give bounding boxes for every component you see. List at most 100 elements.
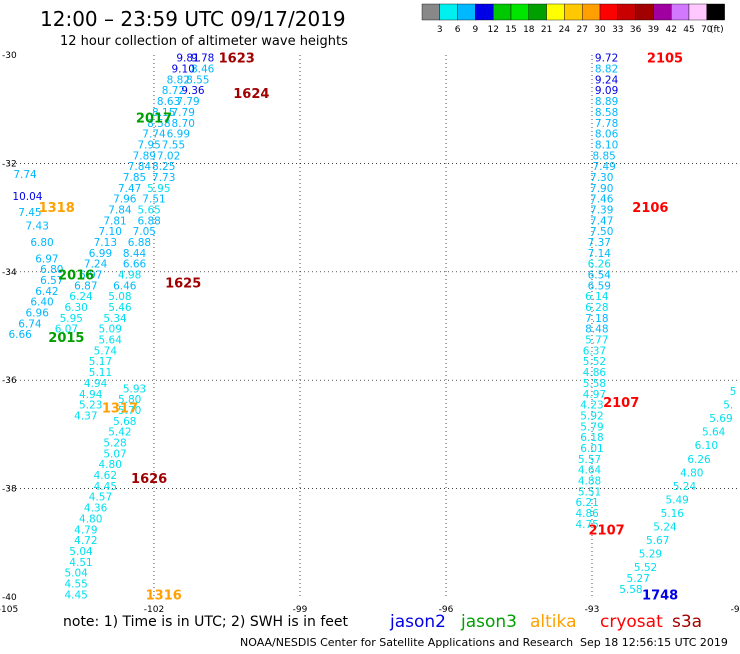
data-value: 6.66	[123, 259, 147, 271]
data-value: 5.79	[580, 421, 603, 433]
data-value: 5.24	[673, 481, 697, 493]
y-tick-label: -30	[2, 51, 17, 61]
data-value: 5.77	[585, 335, 608, 347]
data-value: 7.45	[18, 207, 41, 219]
data-value: 5.49	[665, 494, 688, 506]
data-value: 4.62	[94, 470, 117, 482]
chart-title: 12:00 – 23:59 UTC 09/17/2019	[40, 7, 346, 31]
data-value: 6.97	[79, 270, 102, 282]
data-value: 8.58	[595, 107, 618, 119]
data-value: 4.79	[74, 524, 97, 536]
legend-item: jason3	[460, 612, 517, 632]
data-value: 4.98	[118, 270, 141, 282]
time-label: 2107	[603, 396, 639, 411]
data-value: 7.47	[590, 215, 613, 227]
plot-area: -105 -102 -99 -96 -93 -90 -30 -32 -34 -36 -38 -40	[0, 51, 740, 615]
data-value: 7.74	[142, 129, 166, 141]
colorbar-label: 45	[683, 25, 694, 35]
data-value: 5.04	[69, 546, 93, 558]
data-value: 9.36	[181, 85, 205, 97]
data-value: 6.87	[74, 280, 97, 292]
data-value: 5.68	[113, 416, 136, 428]
data-value: 4.80	[99, 459, 122, 471]
colorbar-label: 30	[594, 25, 606, 35]
time-label: 2016	[58, 269, 94, 284]
data-value: 5.34	[103, 313, 127, 325]
data-value: 4.72	[74, 535, 97, 547]
data-value: 5.74	[94, 345, 118, 357]
data-value: 6.88	[137, 215, 160, 227]
data-value: 6.30	[64, 302, 87, 314]
data-value: 5.58	[619, 584, 642, 596]
data-value: 6.42	[35, 286, 58, 298]
data-value: 6.21	[575, 497, 598, 509]
legend-item: jason2	[389, 612, 446, 632]
data-value: 4.88	[578, 475, 601, 487]
y-tick-label: -38	[2, 485, 17, 495]
data-value: 8.70	[172, 118, 195, 130]
data-value: 7.50	[590, 226, 613, 238]
time-label: 1317	[102, 401, 138, 416]
data-value: 5.42	[108, 427, 131, 439]
data-value: 9.24	[595, 74, 619, 86]
y-tick-label: -36	[2, 376, 17, 386]
data-value: 5.51	[578, 486, 601, 498]
data-value: 7.05	[133, 226, 156, 238]
x-tick-label: -96	[439, 605, 454, 615]
colorbar-swatch	[706, 3, 725, 21]
data-value: 9.81	[176, 53, 199, 65]
footer-timestamp: Sep 18 12:56:15 UTC 2019	[580, 636, 728, 649]
data-value: 6.59	[588, 280, 611, 292]
data-value: 4.94	[79, 389, 103, 401]
data-value: 5.52	[634, 562, 657, 574]
data-value: 7.89	[133, 150, 156, 162]
data-value: 4.80	[79, 513, 102, 525]
data-value: 7.85	[123, 172, 146, 184]
chart-subtitle: 12 hour collection of altimeter wave hei…	[60, 34, 348, 49]
data-value: 4.57	[89, 492, 112, 504]
data-value: 7.14	[588, 248, 612, 260]
data-value: 7.78	[595, 118, 618, 130]
data-value: 6.10	[695, 440, 718, 452]
legend: jason2 jason3 altika cryosat s3a	[389, 612, 702, 632]
data-value: 5.11	[89, 367, 112, 379]
data-value: 5.58	[583, 378, 606, 390]
data-value: 6.28	[585, 302, 608, 314]
data-value: 5.57	[578, 454, 601, 466]
data-value: 4.36	[84, 503, 108, 515]
data-value: 7.51	[142, 194, 165, 206]
data-value: 6.99	[167, 129, 190, 141]
data-value: 8.10	[595, 139, 618, 151]
data-value: 8.15	[152, 107, 175, 119]
data-value: 6.66	[8, 329, 32, 341]
y-tick-label: -32	[2, 159, 17, 169]
data-value: 5.64	[702, 427, 726, 439]
colorbar-label: 27	[576, 25, 587, 35]
colorbar-swatch	[457, 3, 476, 21]
data-value: 5.28	[103, 438, 126, 450]
data-value: 7.24	[84, 259, 108, 271]
data-value: 7.13	[94, 237, 117, 249]
colorbar-swatch	[582, 3, 601, 21]
time-label: 2107	[589, 523, 625, 538]
data-value: 4.51	[69, 557, 92, 569]
legend-item: s3a	[672, 612, 702, 632]
data-value: 4.86	[583, 367, 607, 379]
data-value: 7.55	[162, 139, 185, 151]
data-value: 7.79	[176, 96, 199, 108]
colorbar-label: 21	[541, 25, 552, 35]
data-value: 4.64	[578, 465, 602, 477]
colorbar-swatch	[653, 3, 672, 21]
colorbar-swatch	[671, 3, 690, 21]
data-value: 9.09	[595, 85, 618, 97]
time-label: 2017	[136, 111, 172, 126]
data-value: 6.88	[128, 237, 151, 249]
colorbar-swatch	[493, 3, 512, 21]
data-value: 7.84	[128, 161, 152, 173]
colorbar-label: 18	[523, 25, 535, 35]
time-label: 2106	[632, 201, 668, 216]
data-value: 10.04	[12, 191, 42, 203]
colorbar-swatch	[528, 3, 547, 21]
colorbar-label: 3	[437, 25, 443, 35]
data-value: 9.78	[191, 53, 214, 65]
